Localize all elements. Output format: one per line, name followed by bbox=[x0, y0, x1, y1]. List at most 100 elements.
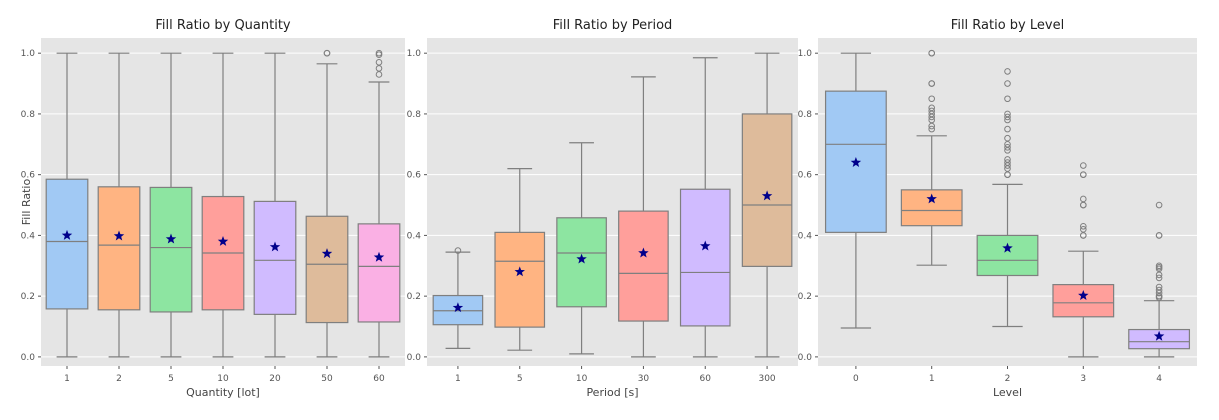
x-axis-label: Quantity [lot] bbox=[186, 386, 260, 399]
box-5 bbox=[494, 167, 546, 351]
box-30 bbox=[618, 76, 669, 358]
y-tick-label: 0.2 bbox=[407, 292, 421, 302]
flier-point bbox=[1155, 289, 1163, 297]
x-tick-label: 50 bbox=[321, 374, 333, 384]
box-2 bbox=[976, 68, 1039, 328]
x-tick-label: 20 bbox=[269, 374, 281, 384]
box-2 bbox=[97, 52, 141, 358]
mean-marker bbox=[217, 235, 229, 246]
box-50 bbox=[305, 49, 349, 358]
flier-point bbox=[1004, 125, 1011, 133]
mean-marker bbox=[113, 230, 125, 241]
mean-marker bbox=[700, 240, 711, 251]
mean-marker bbox=[61, 229, 73, 240]
flier-point bbox=[1080, 201, 1087, 209]
y-tick-label: 0.6 bbox=[21, 171, 36, 181]
box-1 bbox=[432, 247, 484, 349]
box-iqr bbox=[305, 215, 349, 324]
box-0 bbox=[824, 52, 887, 329]
flier-point bbox=[1155, 294, 1163, 301]
chart-title: Fill Ratio by Quantity bbox=[155, 18, 291, 33]
flier-point bbox=[928, 125, 936, 133]
mean-marker bbox=[1002, 242, 1013, 253]
y-tick-label: 1.0 bbox=[798, 49, 813, 59]
box-iqr bbox=[45, 178, 89, 310]
flier-point bbox=[323, 49, 331, 57]
mean-marker bbox=[850, 157, 862, 167]
flier-point bbox=[1155, 201, 1163, 209]
box-iqr bbox=[149, 186, 193, 313]
y-tick-label: 1.0 bbox=[407, 49, 422, 59]
mean-marker bbox=[1078, 290, 1089, 300]
x-tick-label: 60 bbox=[700, 374, 712, 384]
flier-point bbox=[1155, 271, 1163, 279]
flier-point bbox=[375, 51, 383, 59]
x-tick-label: 300 bbox=[758, 374, 775, 384]
y-tick-label: 0.6 bbox=[407, 171, 422, 181]
mean-marker bbox=[926, 193, 937, 204]
x-tick-label: 2 bbox=[116, 374, 122, 384]
flier-point bbox=[1004, 144, 1011, 151]
box-300 bbox=[741, 52, 793, 358]
mean-marker bbox=[165, 233, 177, 244]
flier-point bbox=[1080, 171, 1087, 178]
chart-title: Fill Ratio by Period bbox=[553, 18, 673, 33]
box-60 bbox=[679, 57, 731, 358]
y-tick-label: 0.6 bbox=[798, 171, 813, 181]
flier-point bbox=[1155, 274, 1163, 282]
box-iqr bbox=[432, 294, 484, 326]
box-iqr bbox=[1128, 328, 1191, 350]
box-iqr bbox=[357, 223, 401, 323]
flier-point bbox=[928, 49, 936, 57]
mean-marker bbox=[576, 253, 587, 264]
flier-point bbox=[928, 95, 936, 103]
y-tick-label: 0.2 bbox=[798, 292, 812, 302]
mean-marker bbox=[373, 251, 385, 262]
mean-marker bbox=[1153, 330, 1165, 341]
mean-marker bbox=[452, 302, 464, 313]
x-tick-label: 3 bbox=[1080, 374, 1086, 384]
flier-point bbox=[1080, 222, 1087, 230]
mean-marker bbox=[321, 248, 333, 259]
box-iqr bbox=[1052, 284, 1115, 318]
x-axis-label: Period [s] bbox=[586, 386, 638, 399]
box-20 bbox=[253, 52, 297, 358]
plot-background bbox=[427, 38, 798, 366]
flier-point bbox=[1080, 162, 1087, 169]
flier-point bbox=[1004, 162, 1011, 169]
mean-marker bbox=[638, 247, 649, 258]
flier-point bbox=[928, 113, 936, 121]
box-1 bbox=[900, 49, 963, 266]
chart-panel-2: 0.0 0.2 0.4 0.6 0.8 1.0 1 5 10 30 60 300 Fill Ratio … bbox=[407, 18, 798, 399]
box-iqr bbox=[556, 217, 607, 308]
y-tick-label: 1.0 bbox=[21, 49, 36, 59]
y-tick-label: 0.0 bbox=[798, 353, 813, 363]
y-tick-label: 0.4 bbox=[798, 231, 813, 241]
y-tick-label: 0.0 bbox=[21, 353, 36, 363]
x-tick-label: 30 bbox=[638, 374, 650, 384]
flier-point bbox=[1004, 113, 1011, 121]
flier-point bbox=[1004, 171, 1011, 178]
x-tick-label: 10 bbox=[576, 374, 588, 384]
x-axis-label: Level bbox=[993, 386, 1022, 399]
x-tick-label: 60 bbox=[373, 374, 385, 384]
box-iqr bbox=[741, 113, 793, 267]
flier-point bbox=[1004, 95, 1011, 103]
mean-marker bbox=[761, 190, 773, 201]
x-tick-label: 1 bbox=[455, 374, 461, 384]
box-iqr bbox=[679, 188, 731, 327]
flier-point bbox=[454, 247, 462, 254]
flier-point bbox=[1004, 147, 1011, 154]
y-tick-label: 0.8 bbox=[798, 110, 813, 120]
y-tick-label: 0.8 bbox=[21, 110, 36, 120]
chart-panel-3: 0.0 0.2 0.4 0.6 0.8 1.0 0 1 2 3 4 Fill Ratio by Lev… bbox=[798, 18, 1197, 399]
mean-marker bbox=[514, 266, 525, 277]
x-tick-label: 5 bbox=[517, 374, 523, 384]
box-iqr bbox=[618, 210, 669, 322]
flier-point bbox=[375, 71, 383, 78]
flier-point bbox=[928, 122, 936, 130]
x-tick-label: 1 bbox=[929, 374, 935, 384]
chart-title: Fill Ratio by Level bbox=[951, 18, 1064, 33]
x-tick-label: 0 bbox=[853, 374, 859, 384]
x-tick-label: 5 bbox=[168, 374, 174, 384]
